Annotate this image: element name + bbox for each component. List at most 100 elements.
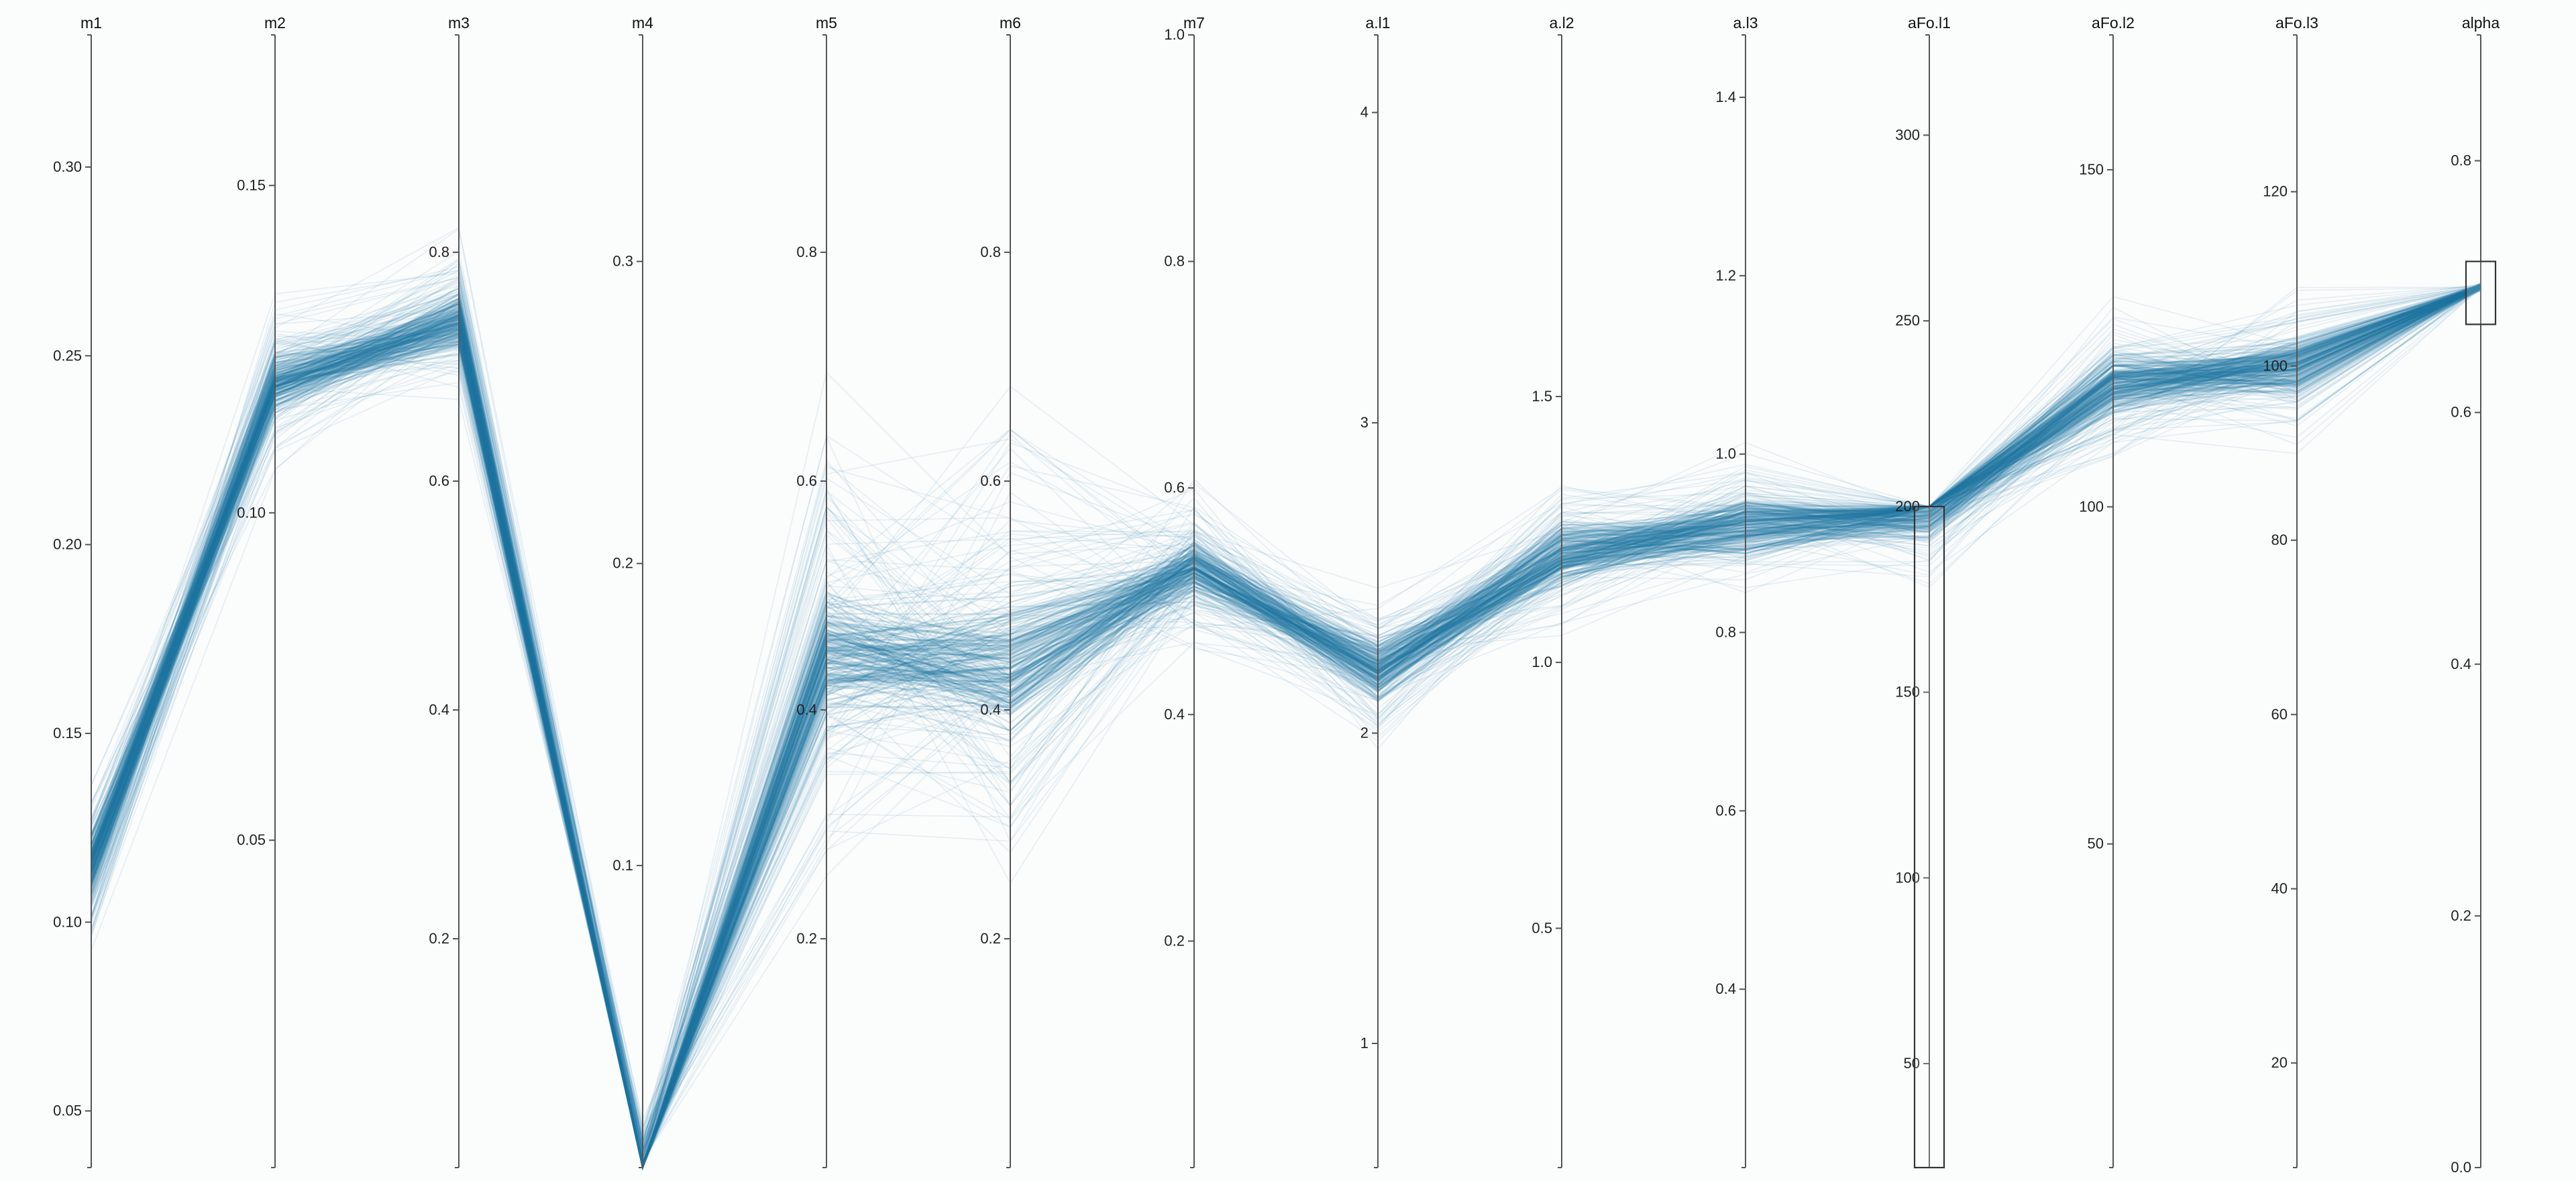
- data-polyline: [91, 285, 2481, 1165]
- data-polyline: [91, 287, 2481, 1164]
- data-polyline: [91, 283, 2481, 1160]
- data-polyline: [91, 274, 2481, 1130]
- axis-aFo.l3[interactable]: aFo.l3 20 40 60 80 100 120: [2263, 14, 2318, 1168]
- data-polyline: [91, 287, 2481, 1162]
- data-polyline: [91, 287, 2481, 1156]
- axis-a.l3[interactable]: a.l3 0.4 0.6 0.8 1.0 1.2 1.4: [1715, 14, 1758, 1168]
- brush-aFo.l1[interactable]: [1913, 505, 1945, 1169]
- data-polyline: [91, 286, 2481, 1153]
- tick-label: 0.2: [612, 555, 633, 572]
- tick-label: 0.1: [612, 857, 633, 874]
- tick-label: 120: [2263, 183, 2288, 200]
- axis-m6[interactable]: m6 0.2 0.4 0.6 0.8: [980, 14, 1021, 1168]
- axis-a.l1[interactable]: a.l1 1 2 3 4: [1360, 14, 1391, 1168]
- data-polyline: [91, 287, 2481, 1162]
- data-polyline: [91, 286, 2481, 1168]
- tick-label: 3: [1360, 414, 1368, 431]
- data-polyline: [91, 276, 2481, 1165]
- tick-label: 1.0: [1164, 26, 1185, 43]
- data-polyline: [91, 286, 2481, 1140]
- axis-m4[interactable]: m4 0.1 0.2 0.3: [612, 14, 653, 1168]
- data-polyline: [90, 284, 2481, 1170]
- axis-m7[interactable]: m7 0.2 0.4 0.6 0.8 1.0: [1164, 14, 1205, 1168]
- data-polyline: [91, 286, 2481, 1165]
- data-polyline: [91, 285, 2481, 1164]
- data-polyline: [90, 286, 2481, 1170]
- data-polyline: [90, 283, 2481, 1170]
- axis-alpha[interactable]: alpha 0.0 0.2 0.4 0.6 0.8: [2451, 14, 2500, 1176]
- data-polyline: [91, 285, 2481, 1154]
- tick-label: 0.4: [1715, 980, 1736, 997]
- tick-label: 0.4: [796, 701, 817, 718]
- data-polyline: [90, 285, 2481, 1169]
- data-polyline: [91, 287, 2481, 1152]
- tick-label: 4: [1360, 104, 1368, 121]
- data-polyline: [90, 286, 2481, 1168]
- tick-label: 1.5: [1532, 388, 1552, 405]
- tick-label: 0.8: [2451, 152, 2471, 169]
- data-polyline: [90, 287, 2481, 1170]
- data-polyline: [90, 287, 2481, 1168]
- data-polyline: [90, 285, 2481, 1170]
- tick-label: 1.2: [1715, 267, 1736, 284]
- data-polyline: [91, 286, 2481, 1158]
- data-polyline: [90, 284, 2481, 1170]
- axis-m2[interactable]: m2 0.05 0.10 0.15: [237, 14, 286, 1168]
- tick-label: 0.10: [53, 913, 82, 930]
- data-polyline: [91, 285, 2481, 1164]
- axis-m1[interactable]: m1 0.05 0.10 0.15 0.20 0.25 0.30: [53, 14, 102, 1168]
- data-polyline: [90, 286, 2481, 1170]
- tick-label: 1.0: [1532, 654, 1552, 670]
- data-polyline: [90, 286, 2481, 1170]
- tick-label: 0.8: [429, 244, 449, 260]
- data-polyline: [90, 288, 2481, 1170]
- data-polyline: [90, 284, 2481, 1170]
- data-polyline: [90, 283, 2481, 1168]
- data-polyline: [91, 272, 2481, 1153]
- data-polyline: [91, 287, 2481, 1151]
- data-polyline: [90, 287, 2481, 1169]
- data-polyline: [90, 285, 2481, 1170]
- data-polyline: [90, 287, 2481, 1169]
- data-polyline: [90, 285, 2481, 1170]
- data-polyline: [90, 285, 2481, 1170]
- tick-label: 0.8: [796, 244, 817, 260]
- data-polyline: [91, 283, 2481, 1136]
- data-polyline: [91, 287, 2481, 1160]
- axis-m3[interactable]: m3 0.2 0.4 0.6 0.8: [429, 14, 470, 1168]
- data-polyline: [90, 287, 2481, 1170]
- data-polyline: [91, 285, 2481, 1162]
- data-polyline: [91, 285, 2481, 1158]
- axis-m5[interactable]: m5 0.2 0.4 0.6 0.8: [796, 14, 837, 1168]
- data-polyline: [90, 287, 2481, 1170]
- data-polyline: [91, 269, 2481, 1165]
- tick-label: 0.5: [1532, 919, 1552, 936]
- data-polyline: [90, 285, 2481, 1170]
- data-polyline: [91, 287, 2481, 1153]
- data-polyline: [91, 285, 2481, 1149]
- tick-label: 0.8: [1164, 253, 1185, 270]
- tick-label: 100: [2263, 357, 2288, 374]
- data-polyline: [90, 289, 2481, 1170]
- data-polyline: [91, 287, 2481, 1162]
- data-polyline: [91, 283, 2481, 1158]
- data-polyline: [90, 288, 2481, 1171]
- data-polyline: [90, 285, 2481, 1170]
- data-polyline: [91, 285, 2481, 1167]
- axis-aFo.l2[interactable]: aFo.l2 50 100 150: [2079, 14, 2135, 1168]
- data-polyline: [91, 289, 2481, 1156]
- data-polyline: [90, 285, 2481, 1169]
- brush-alpha[interactable]: [2465, 260, 2497, 325]
- tick-label: 100: [2079, 498, 2104, 515]
- data-polyline: [90, 286, 2481, 1168]
- data-polyline: [91, 285, 2481, 1165]
- axis-title: a.l2: [1549, 14, 1574, 32]
- data-polyline: [90, 286, 2481, 1170]
- data-polyline: [90, 283, 2481, 1168]
- axis-a.l2[interactable]: a.l2 0.5 1.0 1.5: [1532, 14, 1574, 1168]
- data-polyline: [90, 283, 2481, 1170]
- data-polyline: [90, 283, 2481, 1170]
- polyline-layer: [90, 227, 2481, 1171]
